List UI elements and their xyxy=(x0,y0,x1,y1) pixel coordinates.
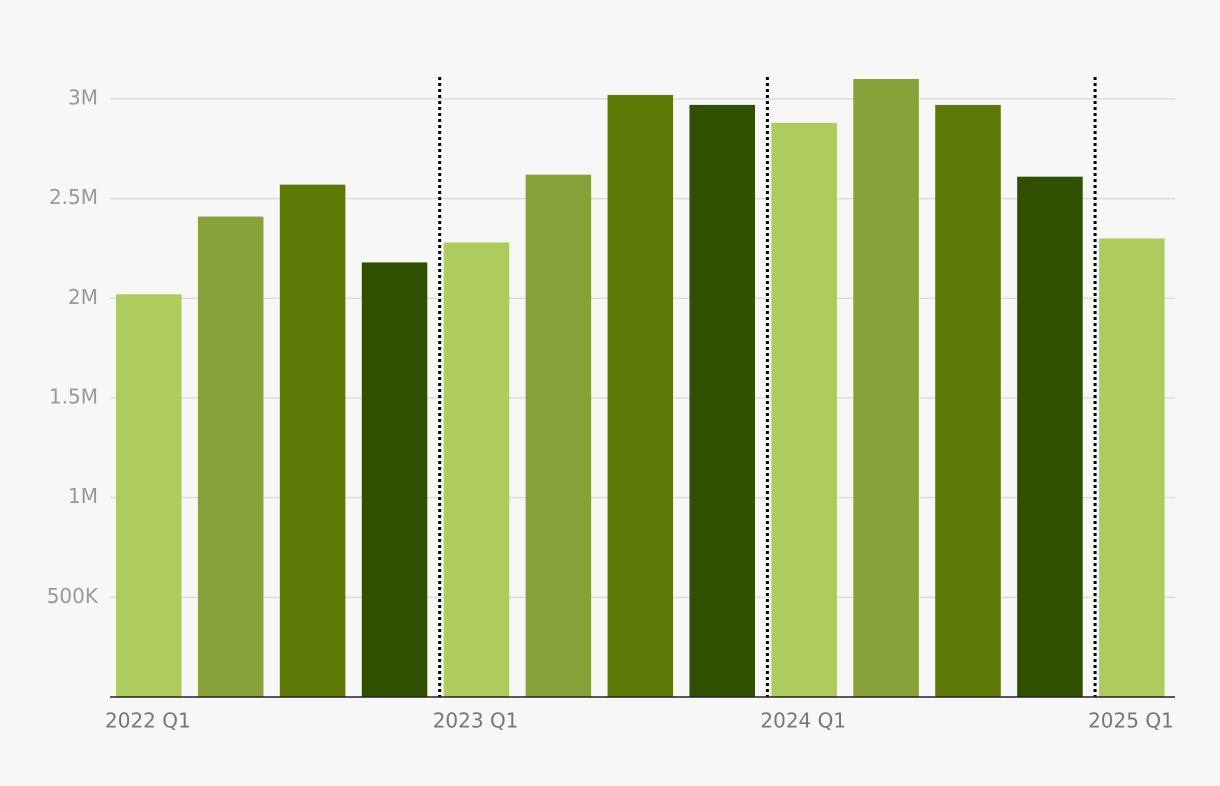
x-tick-label: 2024 Q1 xyxy=(760,709,846,733)
y-tick-label: 1M xyxy=(68,484,98,508)
bar xyxy=(689,104,755,697)
bar xyxy=(1017,176,1083,698)
bar xyxy=(853,79,919,697)
y-tick-label: 2M xyxy=(68,285,98,309)
y-tick-label: 500K xyxy=(47,584,99,608)
y-tick-label: 2.5M xyxy=(49,185,98,209)
bar xyxy=(197,216,264,697)
bar xyxy=(279,184,346,697)
bar xyxy=(935,104,1001,697)
bar xyxy=(607,94,674,698)
bar xyxy=(361,262,428,697)
x-tick-label: 2025 Q1 xyxy=(1088,709,1174,733)
x-tick-label: 2023 Q1 xyxy=(433,709,519,733)
bar xyxy=(116,294,182,697)
x-tick-label: 2022 Q1 xyxy=(105,709,191,733)
y-tick-label: 3M xyxy=(68,85,98,109)
bar xyxy=(771,122,837,698)
bar xyxy=(1099,238,1165,697)
bar xyxy=(443,242,510,698)
bar xyxy=(525,174,592,698)
y-tick-label: 1.5M xyxy=(49,384,98,408)
